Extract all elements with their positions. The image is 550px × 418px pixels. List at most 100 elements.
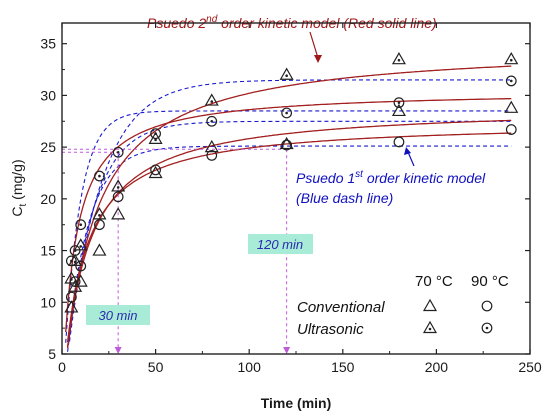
pfo-fit-curves [65,79,512,352]
marker-circle-dot-2-dot [79,223,83,227]
x-axis-title: Time (min) [261,395,332,411]
marker-circle-open-6 [206,149,218,161]
marker-triangle-dot-8 [391,51,406,65]
legend-row-conventional: Conventional [297,299,385,316]
x-tick-label-50: 50 [148,359,164,375]
marker-circle-dot-1 [69,245,81,256]
marker-circle-dot-0 [65,255,77,267]
marker-triangle-open-2 [73,274,88,287]
marker-triangle-dot-3-dot [98,214,101,217]
legend-marker-ultrasonic-90c [481,322,493,334]
pfo-curve-2 [67,120,512,352]
y-axis-title: Ct (mg/g) [9,159,29,216]
pfo-curve-3 [65,110,512,343]
marker-triangle-open-9 [504,100,519,113]
marker-triangle-dot-2 [73,238,88,251]
legend-markers [422,298,493,334]
marker-triangle-dot-5-dot [154,138,157,142]
marker-circle-open-9 [505,124,517,135]
y-tick-label-5: 5 [48,346,56,362]
marker-triangle-open-5 [148,165,163,179]
x-axis-ticks: 0 50 100 150 200 250 [58,23,542,375]
y-axis-ticks: 5 10 15 20 25 30 35 [40,36,530,362]
box-30-min [86,305,150,325]
marker-circle-dot-8-dot [397,101,401,104]
marker-circle-open-3 [94,219,105,231]
marker-triangle-open-7 [279,136,294,150]
marker-triangle-dot-6-dot [210,100,214,103]
pfo-arrow [404,147,415,167]
box-120-min [248,234,313,254]
y-tick-label-25: 25 [40,139,56,155]
marker-triangle-dot-7-dot [285,74,288,78]
legend-marker-ultrasonic-90c-dot [485,326,489,330]
marker-circle-dot-0-dot [70,259,73,263]
y-tick-label-10: 10 [40,294,56,310]
marker-circle-dot-6 [206,115,218,127]
marker-circle-dot-7-dot [285,111,288,115]
pfo-annotation: Psuedo 1st order kinetic model [296,169,486,186]
pso-arrow [309,31,322,63]
marker-triangle-open-8 [391,103,406,117]
marker-triangle-dot-4-dot [116,186,120,189]
pso-curve-3 [65,97,512,333]
marker-circle-dot-4 [112,146,124,158]
data-markers [64,51,519,313]
x-tick-label-150: 150 [331,359,355,375]
x-tick-label-200: 200 [425,359,449,375]
guide-arrow-120 [283,347,291,354]
marker-circle-dot-8 [393,97,405,109]
marker-circle-open-0 [65,291,77,303]
y-tick-label-35: 35 [40,36,56,52]
pfo-annotation-line2: (Blue dash line) [296,190,393,206]
legend-col-90c: 90 °C [471,273,509,290]
marker-triangle-open-0 [64,300,79,313]
marker-triangle-open-6 [204,139,219,153]
marker-circle-open-4 [112,191,124,203]
guide-arrow-30 [114,347,122,354]
legend-marker-ultrasonic-70c-dot [428,327,432,331]
marker-circle-dot-7 [281,107,293,119]
legend-marker-conventional-90c [481,300,493,312]
marker-circle-dot-9-dot [509,79,513,83]
pso-curve-1 [66,65,512,349]
legend-row-ultrasonic: Ultrasonic [297,321,364,338]
marker-triangle-dot-4 [111,179,126,192]
marker-circle-open-2 [75,260,87,272]
marker-circle-dot-4-dot [116,150,120,154]
legend-marker-conventional-70c [422,298,438,312]
marker-circle-open-7 [281,139,293,151]
legend: 70 °C 90 °C Conventional Ultrasonic [297,273,509,338]
marker-circle-dot-3-dot [98,174,101,178]
marker-circle-dot-6-dot [210,119,214,123]
marker-triangle-dot-7 [279,67,294,80]
legend-marker-ultrasonic-70c [422,320,438,334]
box-120-min-label: 120 min [257,237,303,252]
marker-triangle-open-3 [92,243,107,256]
marker-circle-dot-5 [150,128,162,140]
marker-circle-open-1 [69,276,81,287]
marker-triangle-dot-2-dot [79,245,83,248]
marker-triangle-dot-0 [64,271,79,284]
marker-circle-dot-3 [94,170,105,182]
marker-circle-open-8 [393,136,405,148]
pfo-curve-0 [67,145,512,348]
y-tick-label-30: 30 [40,87,56,103]
box-30-min-label: 30 min [98,308,137,323]
pfo-curve-1 [68,79,512,342]
x-tick-label-0: 0 [58,359,66,375]
y-tick-label-15: 15 [40,243,56,259]
marker-triangle-dot-9 [504,51,519,65]
marker-triangle-open-4 [111,207,126,220]
marker-circle-dot-9 [505,75,517,87]
x-tick-label-250: 250 [518,359,542,375]
marker-circle-open-5 [150,164,162,176]
marker-triangle-dot-9-dot [509,58,513,62]
marker-circle-dot-1-dot [73,249,77,252]
y-tick-label-20: 20 [40,191,56,207]
legend-col-70c: 70 °C [415,273,453,290]
marker-triangle-dot-6 [204,93,219,106]
marker-triangle-dot-8-dot [397,58,401,62]
